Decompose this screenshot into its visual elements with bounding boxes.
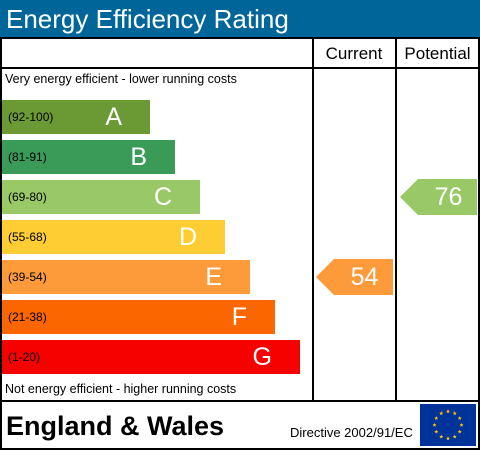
potential-rating-pointer: 76 [400,179,477,215]
band-range-label: (1-20) [8,350,41,364]
flag-star [452,434,457,439]
header-bar [0,0,480,37]
region-label: England & Wales [6,411,225,441]
band-range-label: (81-91) [8,150,47,164]
divider-potential [395,37,397,402]
divider-current [312,37,314,402]
band-range-label: (92-100) [8,110,54,124]
band-f: (21-38) F [2,300,275,334]
column-header-potential: Potential [404,44,471,63]
current-rating-pointer: 54 [316,259,393,295]
band-range-label: (55-68) [8,230,47,244]
band-range-label: (39-54) [8,270,47,284]
eu-flag-icon [420,404,476,446]
flag-star [439,434,444,439]
band-c: (69-80) C [2,180,200,214]
current-rating-value: 54 [350,263,379,291]
band-e: (39-54) E [2,260,250,294]
flag-star [434,429,439,434]
band-letter-label: A [105,103,122,131]
band-g: (1-20) G [2,340,300,374]
flag-star [452,411,457,416]
potential-rating-value: 76 [434,183,463,211]
band-letter-label: E [205,263,222,291]
band-letter-label: D [178,223,197,251]
band-letter-label: B [130,143,147,171]
flag-star [459,422,464,427]
rating-frame [0,37,480,450]
band-range-label: (21-38) [8,310,47,324]
flag-star [445,409,451,414]
flag-star [432,422,437,427]
directive-label: Directive 2002/91/EC [290,425,413,440]
band-a: (92-100) A [2,100,150,134]
band-letter-label: F [231,303,247,331]
flag-star [439,411,444,416]
note-efficient: Very energy efficient - lower running co… [5,72,237,86]
band-letter-label: G [252,343,272,371]
band-range-label: (69-80) [8,190,47,204]
band-d: (55-68) D [2,220,225,254]
page-title: Energy Efficiency Rating [6,4,289,34]
footer-divider [0,400,480,402]
band-b: (81-91) B [2,140,175,174]
flag-star [434,416,439,421]
column-header-current: Current [325,44,383,63]
band-letter-label: C [153,183,172,211]
flag-star [457,416,462,421]
header-divider [0,67,480,69]
note-inefficient: Not energy efficient - higher running co… [5,382,237,396]
flag-star [457,429,462,434]
flag-star [445,436,451,441]
